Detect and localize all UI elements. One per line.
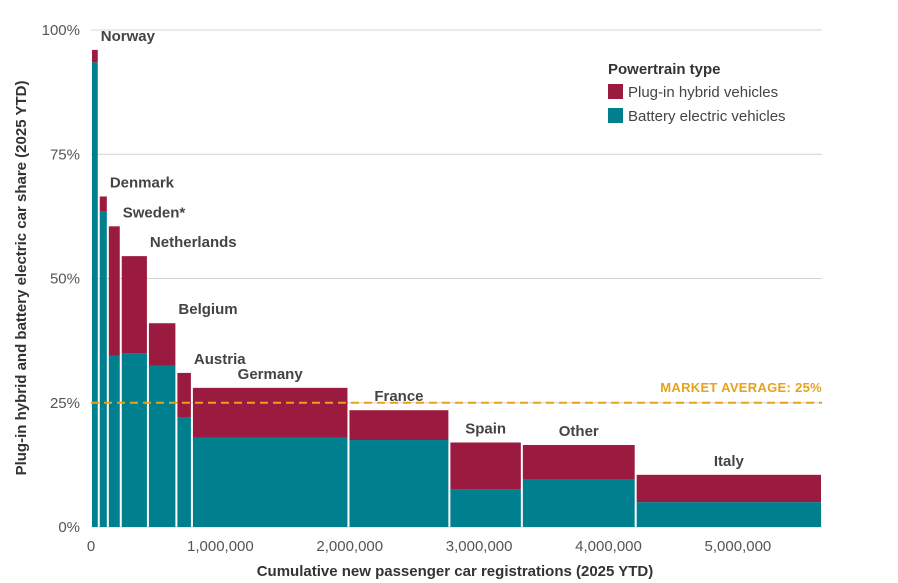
bev-bar-netherlands [121, 353, 147, 527]
bev-bar-sweden [108, 355, 120, 527]
bev-bar-italy [636, 502, 821, 527]
y-tick-label: 50% [50, 271, 80, 288]
country-label-austria: Austria [194, 351, 246, 368]
country-label-netherlands: Netherlands [150, 234, 237, 251]
x-tick-label: 1,000,000 [187, 538, 254, 555]
bev-bar-other [522, 479, 635, 527]
legend-label-bev: Battery electric vehicles [628, 108, 786, 125]
country-label-sweden: Sweden* [123, 204, 186, 221]
bev-bar-spain [450, 489, 521, 527]
country-labels: Norway Denmark Sweden* Netherlands Belgium Au… [101, 28, 745, 470]
market-average: MARKET AVERAGE: 25% [91, 380, 822, 404]
country-label-france: France [374, 388, 423, 405]
bars [92, 49, 821, 528]
y-tick-label: 100% [42, 22, 80, 39]
phev-bar-norway [92, 49, 98, 63]
x-tick-label: 4,000,000 [575, 538, 642, 555]
bev-bar-norway [92, 62, 98, 528]
x-tick-label: 0 [87, 538, 95, 555]
phev-bar-belgium [148, 323, 176, 366]
legend-label-phev: Plug-in hybrid vehicles [628, 84, 778, 101]
phev-bar-netherlands [121, 256, 147, 354]
legend-swatch-phev [608, 84, 623, 99]
country-label-italy: Italy [714, 453, 745, 470]
bev-bar-denmark [99, 211, 107, 527]
bev-bar-germany [192, 437, 348, 527]
phev-bar-austria [177, 372, 191, 418]
country-label-belgium: Belgium [178, 301, 237, 318]
country-label-other: Other [559, 423, 599, 440]
phev-bar-sweden [108, 226, 120, 356]
bev-bar-austria [177, 417, 191, 527]
y-tick-label: 75% [50, 146, 80, 163]
phev-bar-italy [636, 474, 821, 503]
y-axis-title: Plug-in hybrid and battery electric car … [13, 81, 30, 476]
market-average-label: MARKET AVERAGE: 25% [660, 380, 822, 395]
phev-bar-denmark [99, 196, 107, 212]
country-label-norway: Norway [101, 28, 156, 45]
x-tick-label: 2,000,000 [316, 538, 383, 555]
country-label-spain: Spain [465, 421, 506, 438]
legend: Powertrain type Plug-in hybrid vehicles … [608, 61, 786, 125]
country-label-denmark: Denmark [110, 174, 175, 191]
phev-bar-spain [450, 442, 521, 490]
x-tick-label: 5,000,000 [705, 538, 772, 555]
y-axis-ticks: 0% 25% 50% 75% 100% [42, 22, 80, 536]
legend-title: Powertrain type [608, 61, 721, 78]
country-label-germany: Germany [238, 366, 304, 383]
y-tick-label: 25% [50, 395, 80, 412]
x-tick-label: 3,000,000 [446, 538, 513, 555]
legend-swatch-bev [608, 108, 623, 123]
phev-bar-other [522, 444, 635, 480]
y-tick-label: 0% [58, 519, 80, 536]
x-axis-ticks: 0 1,000,000 2,000,000 3,000,000 4,000,000 5,0… [87, 538, 771, 555]
x-axis-title: Cumulative new passenger car registratio… [257, 563, 654, 580]
bev-bar-belgium [148, 365, 176, 527]
phev-bar-france [349, 410, 449, 441]
phev-bar-germany [192, 387, 348, 438]
bev-bar-france [349, 440, 449, 527]
